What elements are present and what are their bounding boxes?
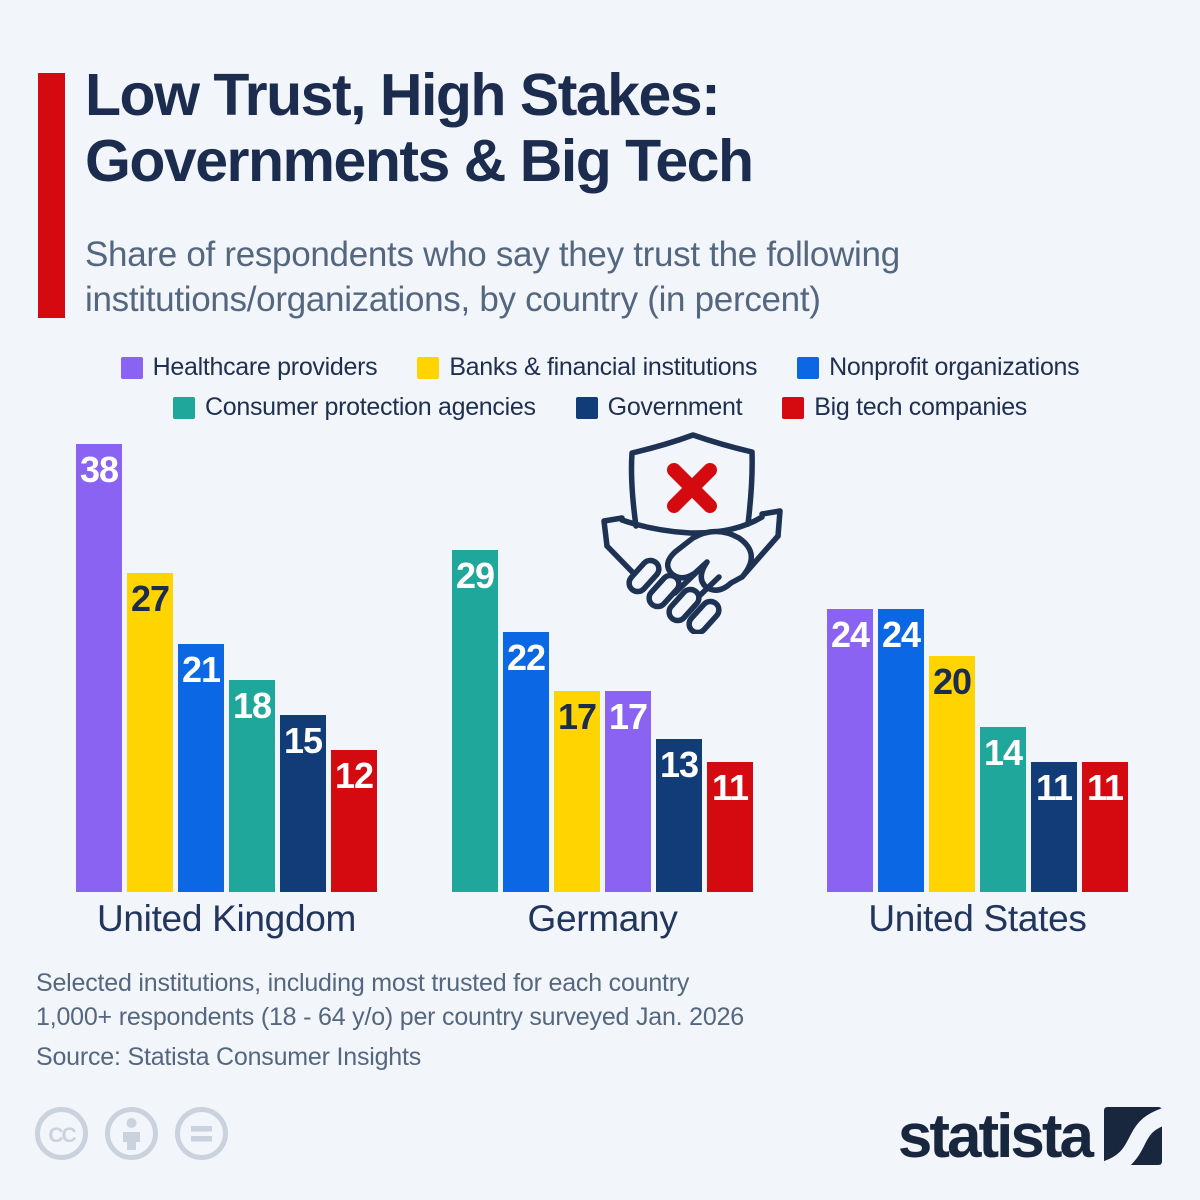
- broken-trust-handshake-icon: [592, 426, 802, 639]
- legend-swatch-nonprofit: [797, 356, 820, 379]
- bar-bigtech: 11: [1082, 762, 1128, 892]
- bar-value-label: 14: [983, 732, 1023, 773]
- bar-healthcare: 38: [76, 444, 122, 892]
- legend-item-healthcare: Healthcare providers: [120, 353, 378, 382]
- footnote-line-1: Selected institutions, including most tr…: [36, 969, 690, 997]
- country-label: United Kingdom: [96, 898, 357, 939]
- chart-legend: Healthcare providers Banks & financial in…: [0, 353, 1200, 433]
- legend-item-bigtech: Big tech companies: [782, 393, 1027, 422]
- bar-value-label: 29: [455, 555, 495, 596]
- bar-value-label: 17: [557, 696, 597, 737]
- bar-healthcare: 24: [827, 609, 873, 892]
- legend-label: Healthcare providers: [152, 353, 378, 381]
- bar-value-label: 27: [130, 578, 170, 619]
- legend-item-government: Government: [575, 393, 743, 422]
- bar-value-label: 15: [283, 720, 323, 761]
- creative-commons-icons: CC: [34, 1106, 229, 1161]
- bar-value-label: 11: [1086, 767, 1124, 808]
- source-note: Source: Statista Consumer Insights: [36, 1043, 422, 1071]
- bar-healthcare: 17: [605, 691, 651, 892]
- bar-government: 15: [280, 715, 326, 892]
- legend-label: Banks & financial institutions: [449, 353, 758, 381]
- bar-bigtech: 11: [707, 762, 753, 892]
- footnotes: Selected institutions, including most tr…: [36, 966, 744, 1074]
- legend-swatch-government: [575, 396, 598, 419]
- equals-no-derivatives-icon: [175, 1107, 228, 1160]
- title-line-1: Low Trust, High Stakes:: [85, 62, 721, 128]
- bar-value-label: 20: [932, 661, 972, 702]
- legend-label: Nonprofit organizations: [829, 353, 1080, 381]
- bar-value-label: 21: [181, 649, 221, 690]
- cc-license-icon: CC: [35, 1107, 88, 1160]
- bar-consumer: 29: [452, 550, 498, 892]
- attribution-icon: [105, 1107, 158, 1160]
- bar-value-label: 22: [506, 637, 546, 678]
- legend-swatch-consumer: [172, 396, 195, 419]
- country-label: United States: [868, 898, 1087, 939]
- bar-banks: 27: [127, 573, 173, 892]
- chart-subtitle: Share of respondents who say they trust …: [85, 235, 900, 319]
- legend-label: Consumer protection agencies: [204, 393, 536, 421]
- bar-value-label: 11: [1035, 767, 1073, 808]
- legend-item-nonprofit: Nonprofit organizations: [797, 353, 1080, 382]
- legend-row-1: Healthcare providers Banks & financial in…: [0, 353, 1200, 382]
- legend-label: Big tech companies: [814, 393, 1028, 421]
- bar-government: 13: [656, 739, 702, 892]
- bar-government: 11: [1031, 762, 1077, 892]
- legend-item-consumer: Consumer protection agencies: [172, 393, 536, 422]
- bar-consumer: 14: [980, 727, 1026, 892]
- country-label: Germany: [527, 898, 678, 939]
- bar-nonprofit: 21: [178, 644, 224, 892]
- page-title: Low Trust, High Stakes: Governments & Bi…: [85, 62, 1085, 194]
- legend-item-banks: Banks & financial institutions: [417, 353, 757, 382]
- statista-logo-icon: [1104, 1107, 1162, 1165]
- bar-nonprofit: 24: [878, 609, 924, 892]
- bar-value-label: 17: [608, 696, 648, 737]
- bar-nonprofit: 22: [503, 632, 549, 892]
- bar-value-label: 12: [334, 755, 374, 796]
- bar-value-label: 24: [830, 614, 870, 655]
- bar-value-label: 11: [711, 767, 749, 808]
- bar-group-united-states: 24 24 20 14 11 11: [827, 609, 1128, 892]
- bar-value-label: 18: [232, 685, 272, 726]
- red-x-icon: [667, 463, 717, 513]
- bar-value-label: 24: [881, 614, 921, 655]
- statista-branding: statista: [897, 1102, 1162, 1171]
- bar-bigtech: 12: [331, 750, 377, 892]
- bar-banks: 17: [554, 691, 600, 892]
- bar-group-united-kingdom: 38 27 21 18 15 12: [76, 444, 377, 892]
- bar-value-label: 13: [659, 744, 699, 785]
- bar-value-label: 38: [79, 449, 119, 490]
- title-line-2: Governments & Big Tech: [85, 128, 754, 194]
- bar-banks: 20: [929, 656, 975, 892]
- bar-group-germany: 29 22 17 17 13 11: [452, 550, 753, 892]
- legend-swatch-banks: [417, 356, 440, 379]
- bar-consumer: 18: [229, 680, 275, 892]
- statista-wordmark: statista: [897, 1102, 1094, 1171]
- legend-swatch-healthcare: [120, 356, 143, 379]
- svg-text:CC: CC: [48, 1124, 76, 1147]
- footnote-line-2: 1,000+ respondents (18 - 64 y/o) per cou…: [36, 1003, 744, 1031]
- legend-label: Government: [607, 393, 743, 421]
- title-accent-bar: [38, 73, 65, 318]
- legend-row-2: Consumer protection agencies Government Bi…: [0, 393, 1200, 422]
- legend-swatch-bigtech: [782, 396, 805, 419]
